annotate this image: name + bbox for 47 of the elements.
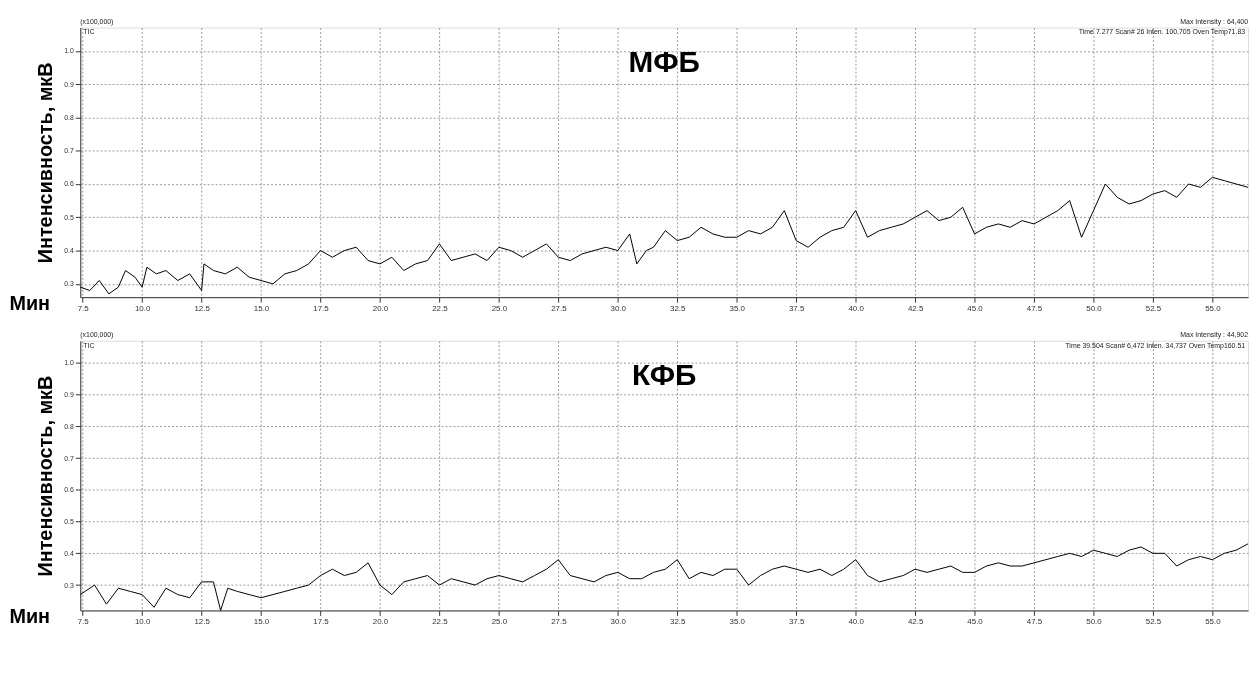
x-tick-label: 20.0 <box>372 616 389 626</box>
x-tick-label: 42.5 <box>907 303 924 313</box>
x-tick-label: 17.5 <box>313 303 330 313</box>
text: КФБ <box>631 358 697 392</box>
x-tick-label: 12.5 <box>194 303 211 313</box>
y-axis-title: Интенсивность, мкВ <box>34 62 57 264</box>
x-tick-label: 37.5 <box>788 303 805 313</box>
x-tick-label: 15.0 <box>253 303 270 313</box>
x-tick-label: 47.5 <box>1026 303 1043 313</box>
x-tick-label: 20.0 <box>372 303 389 313</box>
x-tick-label: 10.0 <box>134 303 151 313</box>
x-tick-label: 55.0 <box>1205 303 1222 313</box>
x-axis-title: Мин <box>9 291 51 314</box>
x-tick-label: 17.5 <box>313 616 330 626</box>
x-tick-label: 35.0 <box>729 616 746 626</box>
x-tick-label: 25.0 <box>491 616 508 626</box>
line-series <box>79 176 1249 295</box>
x-tick-label: 52.5 <box>1145 616 1162 626</box>
x-tick-label: 7.5 <box>77 616 90 626</box>
x-tick-label: 52.5 <box>1145 303 1162 313</box>
x-tick-label: 40.0 <box>848 303 865 313</box>
x-tick-label: 50.0 <box>1086 303 1103 313</box>
text: МФБ <box>628 45 700 79</box>
x-tick-label: 30.0 <box>610 303 627 313</box>
x-tick-label: 15.0 <box>253 616 270 626</box>
x-tick-label: 22.5 <box>432 616 449 626</box>
x-tick-label: 27.5 <box>551 616 568 626</box>
x-axis-title: Мин <box>9 604 51 627</box>
x-tick-label: 10.0 <box>134 616 151 626</box>
x-tick-label: 42.5 <box>907 616 924 626</box>
x-tick-label: 45.0 <box>967 303 984 313</box>
x-tick-label: 7.5 <box>77 303 90 313</box>
x-tick-label: 47.5 <box>1026 616 1043 626</box>
x-tick-label: 35.0 <box>729 303 746 313</box>
x-tick-label: 32.5 <box>670 303 687 313</box>
x-tick-label: 30.0 <box>610 616 627 626</box>
x-tick-label: 37.5 <box>788 616 805 626</box>
y-axis-title: Интенсивность, мкВ <box>34 375 57 577</box>
x-tick-label: 55.0 <box>1205 616 1222 626</box>
x-tick-label: 45.0 <box>967 616 984 626</box>
x-tick-label: 12.5 <box>194 616 211 626</box>
x-tick-label: 27.5 <box>551 303 568 313</box>
x-tick-label: 50.0 <box>1086 616 1103 626</box>
x-tick-label: 32.5 <box>670 616 687 626</box>
x-tick-label: 40.0 <box>848 616 865 626</box>
x-tick-label: 25.0 <box>491 303 508 313</box>
x-tick-label: 22.5 <box>432 303 449 313</box>
